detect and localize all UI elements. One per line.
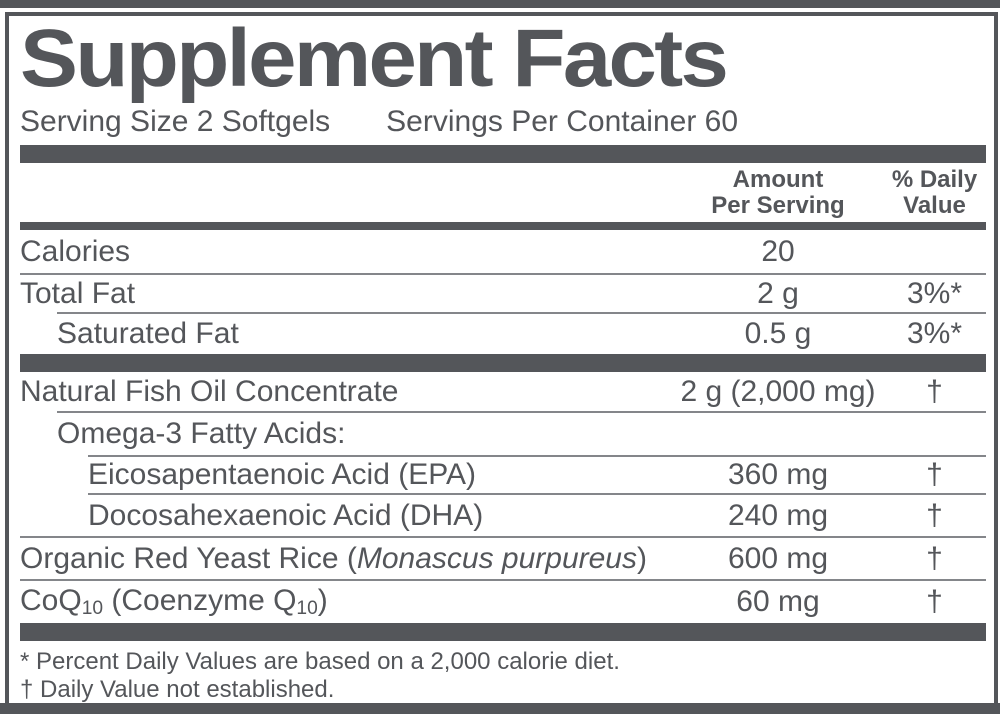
section-bar-bottom	[20, 623, 986, 641]
row-label: Saturated Fat	[57, 317, 239, 350]
column-header-divider-bar	[20, 222, 986, 230]
row-daily-value: †	[926, 374, 943, 408]
table-row-fish-oil: Natural Fish Oil Concentrate 2 g (2,000 …	[20, 372, 986, 411]
column-headers: Amount Per Serving % Daily Value	[20, 163, 986, 222]
row-separator-indented	[57, 411, 986, 413]
row-label: Total Fat	[20, 276, 136, 310]
top-accent-strip	[0, 0, 1000, 8]
row-daily-value: 3%*	[906, 317, 963, 350]
table-row-calories: Calories 20	[20, 230, 986, 273]
row-separator	[20, 273, 986, 275]
row-label: Organic Red Yeast Rice (Monascus purpure…	[20, 542, 673, 576]
row-amount: 20	[761, 234, 795, 268]
column-header-dv-line2: Value	[903, 191, 966, 219]
page-title: Supplement Facts	[20, 13, 729, 104]
section-bar-middle	[20, 354, 986, 372]
row-separator-indented	[88, 455, 986, 457]
column-header-amount-line1: Amount	[732, 165, 824, 193]
row-label-botanical-name: Monascus purpureus	[356, 541, 637, 575]
row-label-text: CoQ	[20, 583, 82, 617]
row-label: Eicosapentaenoic Acid (EPA)	[88, 458, 476, 491]
row-amount: 2 g	[757, 276, 799, 310]
row-daily-value: †	[926, 541, 943, 575]
row-separator	[20, 536, 986, 538]
row-amount: 0.5 g	[744, 317, 812, 350]
row-daily-value: †	[926, 498, 943, 532]
section-bar-top	[20, 145, 986, 163]
row-label-text: )	[637, 541, 647, 575]
row-label: Docosahexaenoic Acid (DHA)	[88, 498, 484, 532]
table-row-coq10: CoQ10 (Coenzyme Q10) 60 mg †	[20, 581, 986, 623]
serving-size-text: Serving Size 2 Softgels	[20, 105, 331, 138]
column-header-amount-line2: Per Serving	[711, 191, 845, 219]
table-row-saturated-fat: Saturated Fat 0.5 g 3%*	[20, 314, 986, 354]
row-label-text: )	[317, 583, 328, 617]
table-row-omega3: Omega-3 Fatty Acids:	[20, 413, 986, 455]
column-header-dv-line1: % Daily	[891, 165, 978, 193]
table-row-red-yeast-rice: Organic Red Yeast Rice (Monascus purpure…	[20, 538, 986, 579]
column-header-amount: Amount Per Serving	[673, 165, 883, 219]
row-label-subscript: 10	[81, 598, 104, 620]
row-amount: 360 mg	[727, 458, 829, 491]
row-label-text: Organic Red Yeast Rice (	[20, 541, 357, 575]
row-separator	[20, 579, 986, 581]
row-label: Calories	[20, 234, 131, 268]
table-row-dha: Docosahexaenoic Acid (DHA) 240 mg †	[20, 495, 986, 536]
row-amount: 60 mg	[736, 585, 820, 618]
row-separator-indented	[88, 493, 986, 495]
row-daily-value: †	[926, 458, 943, 491]
row-label-text: (Coenzyme Q	[103, 583, 297, 617]
table-row-total-fat: Total Fat 2 g 3%*	[20, 275, 986, 312]
row-label: CoQ10 (Coenzyme Q10)	[20, 584, 673, 620]
row-amount: 2 g (2,000 mg)	[680, 374, 876, 408]
servings-per-container-text: Servings Per Container 60	[386, 105, 739, 138]
row-daily-value: †	[926, 585, 943, 618]
bottom-accent-strip	[0, 703, 1000, 714]
row-label: Omega-3 Fatty Acids:	[57, 417, 346, 450]
footnotes: * Percent Daily Values are based on a 2,…	[20, 641, 986, 704]
table-row-epa: Eicosapentaenoic Acid (EPA) 360 mg †	[20, 457, 986, 493]
row-daily-value: 3%*	[906, 276, 963, 310]
row-separator-indented	[57, 312, 986, 314]
footnote-dagger: † Daily Value not established.	[20, 676, 335, 703]
footnote-daily-value: * Percent Daily Values are based on a 2,…	[20, 648, 620, 675]
row-amount: 240 mg	[727, 498, 829, 532]
row-amount: 600 mg	[727, 541, 829, 575]
serving-info: Serving Size 2 Softgels Servings Per Con…	[20, 102, 986, 142]
label-frame: Supplement Facts Serving Size 2 Softgels…	[5, 12, 998, 714]
row-label-subscript: 10	[296, 598, 318, 620]
row-label: Natural Fish Oil Concentrate	[20, 374, 399, 408]
column-header-daily-value: % Daily Value	[883, 165, 986, 219]
